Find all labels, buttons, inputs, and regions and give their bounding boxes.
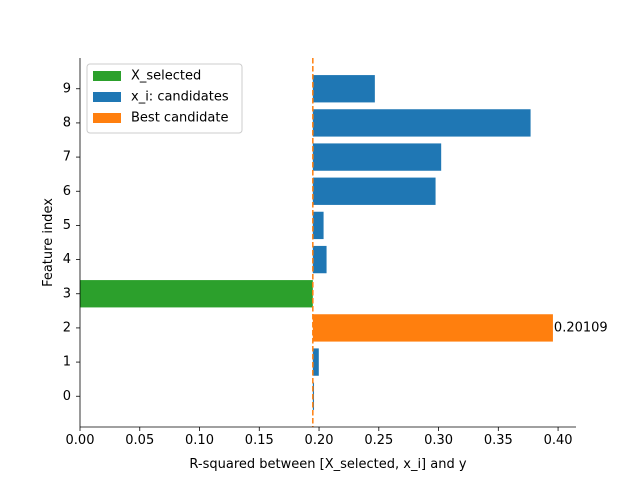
x-tick-label: 0.40 xyxy=(544,433,573,448)
bars xyxy=(80,75,553,410)
legend-label-candidate: x_i: candidates xyxy=(131,90,229,105)
y-ticks: 0 1 2 3 4 5 6 7 8 9 xyxy=(63,81,80,404)
y-tick-label: 9 xyxy=(63,81,71,96)
y-tick-label: 5 xyxy=(63,218,71,233)
axes: 0.00 0.05 0.10 0.15 0.20 0.25 0.30 0.35 0.40 0 1 2… xyxy=(63,58,576,448)
bar-candidate xyxy=(312,177,436,205)
x-tick-label: 0.15 xyxy=(245,433,274,448)
y-tick-label: 8 xyxy=(63,115,71,130)
bar-candidate xyxy=(312,143,442,171)
y-tick-label: 1 xyxy=(63,355,71,370)
x-tick-label: 0.20 xyxy=(305,433,334,448)
legend: X_selected x_i: candidates Best candidate xyxy=(86,63,243,134)
bar-best xyxy=(312,314,553,342)
x-tick-label: 0.35 xyxy=(484,433,513,448)
y-tick-label: 2 xyxy=(63,320,71,335)
legend-swatch-selected xyxy=(93,71,121,81)
y-tick-label: 4 xyxy=(63,252,71,267)
legend-swatch-candidate xyxy=(93,92,121,102)
bar-selected xyxy=(80,280,313,308)
y-axis-label: Feature index xyxy=(41,198,56,287)
x-tick-label: 0.30 xyxy=(424,433,453,448)
bar-candidate xyxy=(312,245,327,274)
annotation-layer: 0.20109 xyxy=(554,320,608,335)
bar-value-label: 0.20109 xyxy=(554,320,608,335)
y-tick-label: 6 xyxy=(63,184,71,199)
bar-candidate xyxy=(312,109,531,137)
legend-box xyxy=(86,63,243,134)
y-tick-label: 7 xyxy=(63,150,71,165)
bar-candidate xyxy=(312,75,375,103)
legend-swatch-best xyxy=(93,113,121,123)
x-tick-label: 0.25 xyxy=(364,433,393,448)
bar-candidate xyxy=(312,348,319,376)
y-tick-label: 0 xyxy=(63,389,71,404)
legend-label-selected: X_selected xyxy=(131,69,201,84)
x-ticks: 0.00 0.05 0.10 0.15 0.20 0.25 0.30 0.35 0.40 xyxy=(66,427,573,448)
x-tick-label: 0.05 xyxy=(125,433,154,448)
x-tick-label: 0.10 xyxy=(185,433,214,448)
x-axis-label: R-squared between [X_selected, x_i] and … xyxy=(189,457,466,472)
y-tick-label: 3 xyxy=(63,286,71,301)
bar-candidate xyxy=(312,211,324,240)
legend-label-best: Best candidate xyxy=(131,111,228,126)
x-tick-label: 0.00 xyxy=(66,433,95,448)
